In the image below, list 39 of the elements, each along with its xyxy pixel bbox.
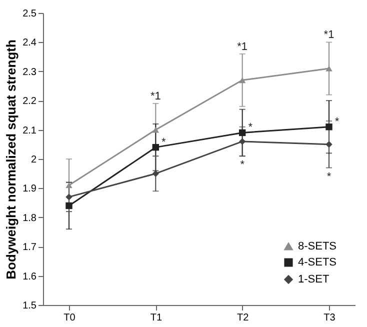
annotation: * bbox=[334, 116, 340, 128]
y-tick-label: 1.6 bbox=[22, 271, 37, 282]
x-tick-label: T1 bbox=[150, 312, 162, 324]
annotation: * bbox=[162, 136, 167, 148]
annotation: *1 bbox=[150, 90, 161, 103]
y-tick-label: 2.1 bbox=[22, 125, 37, 136]
x-tick-label: T3 bbox=[324, 312, 336, 324]
annotation: * bbox=[240, 159, 246, 172]
point bbox=[66, 202, 72, 210]
point bbox=[326, 124, 332, 130]
y-tick-label: 2.3 bbox=[22, 66, 37, 78]
point bbox=[152, 126, 160, 133]
y-tick-label: 2 bbox=[30, 154, 37, 166]
legend-label: 1-SET bbox=[298, 274, 330, 286]
x-tick-label: T0 bbox=[64, 312, 76, 324]
annotation: * bbox=[248, 122, 254, 134]
point bbox=[66, 194, 72, 200]
point bbox=[326, 141, 332, 148]
point bbox=[238, 129, 246, 136]
point bbox=[238, 138, 246, 145]
legend-label: 4-SETS bbox=[298, 256, 337, 268]
annotation: *1 bbox=[237, 40, 248, 53]
y-tick-label: 2.5 bbox=[22, 8, 37, 20]
point bbox=[66, 182, 72, 188]
y-tick-label: 1.5 bbox=[22, 300, 37, 312]
y-tick-label: 1.9 bbox=[22, 184, 37, 195]
y-tick-label: 1.8 bbox=[22, 212, 37, 224]
legend-label: 8-SETS bbox=[298, 240, 337, 252]
y-tick-label: 2.2 bbox=[22, 96, 37, 108]
y-axis-title: Bodyweight normalized squat strength bbox=[4, 40, 19, 280]
x-tick-label: T2 bbox=[236, 312, 250, 324]
y-tick-label: 1.7 bbox=[22, 242, 37, 254]
point bbox=[152, 144, 160, 151]
y-tick-label: 2.4 bbox=[22, 38, 37, 49]
point bbox=[326, 66, 332, 72]
annotation: *1 bbox=[324, 29, 334, 42]
annotation: * bbox=[326, 170, 332, 183]
point bbox=[238, 77, 246, 84]
point bbox=[152, 170, 160, 177]
